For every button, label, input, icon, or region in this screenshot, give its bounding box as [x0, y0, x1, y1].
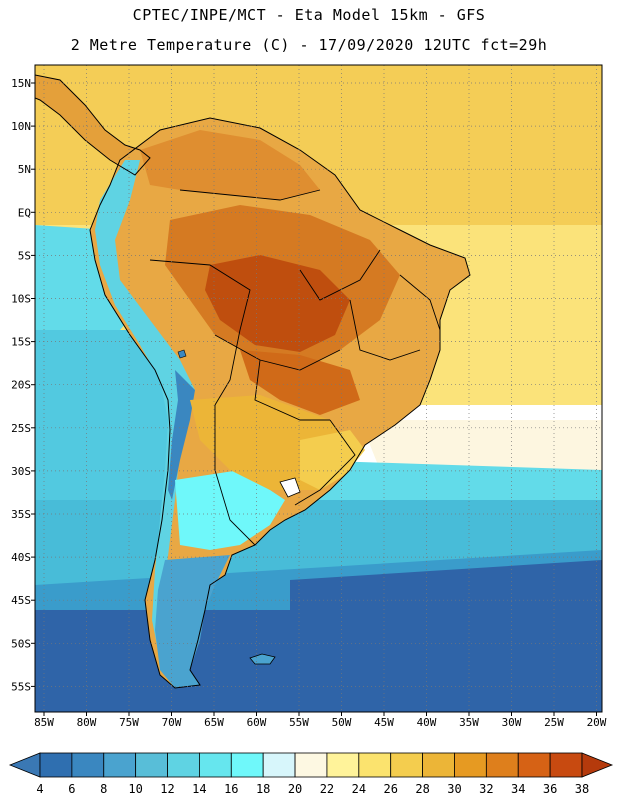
lon-label: 30W — [502, 716, 522, 729]
lat-label: 5S — [18, 249, 31, 262]
longitude-axis: 85W 80W 75W 70W 65W 60W 55W 50W 45W 40W 35W 30W 25W 2… — [34, 712, 607, 729]
northern-sa-warm — [140, 130, 320, 200]
colorbar-label: 4 — [36, 782, 43, 796]
country-borders — [149, 189, 441, 546]
colorbar-swatch — [230, 752, 264, 778]
lat-label: EQ — [18, 206, 31, 219]
south-brazil-warm-land — [300, 430, 365, 490]
lon-label: 20W — [587, 716, 607, 729]
lon-label: 50W — [332, 716, 352, 729]
andes-high-cold — [168, 370, 195, 500]
coastline — [89, 117, 471, 689]
lat-label: 30S — [11, 465, 31, 478]
lat-label: 40S — [11, 551, 31, 564]
lon-label: 35W — [459, 716, 479, 729]
argentina-mild-land — [175, 470, 285, 550]
colorbar-label: 14 — [192, 782, 206, 796]
colorbar-swatch — [103, 752, 137, 778]
patagonia-cool-land — [155, 555, 230, 688]
latitude-axis: 15N 10N 5N EQ 5S 10S 15S 20S 25S 30S 35S 40S 45S 50S 5… — [11, 77, 35, 693]
laguna-mirim — [279, 477, 301, 498]
lon-label: 85W — [34, 716, 54, 729]
colorbar-arrow-high — [581, 752, 614, 778]
andes-cordillera — [95, 160, 195, 660]
colorbar-swatch — [549, 752, 583, 778]
ocean-cream-band — [360, 420, 602, 470]
colorbar-label: 6 — [68, 782, 75, 796]
central-america-land — [35, 75, 150, 175]
colorbar-swatch — [262, 752, 296, 778]
colorbar-swatch — [517, 752, 551, 778]
lat-label: 20S — [11, 379, 31, 392]
colorbar-label: 32 — [479, 782, 493, 796]
lat-label: 25S — [11, 422, 31, 435]
lat-label: 50S — [11, 637, 31, 650]
lon-label: 70W — [162, 716, 182, 729]
lon-label: 45W — [374, 716, 394, 729]
colorbar-label: 18 — [256, 782, 270, 796]
lat-label: 15N — [11, 77, 31, 90]
lon-label: 40W — [417, 716, 437, 729]
central-brazil-very-hot — [205, 255, 350, 352]
colorbar-label: 8 — [100, 782, 107, 796]
map-frame — [34, 64, 603, 713]
colorbar-swatch — [454, 752, 487, 778]
central-america-coast — [35, 74, 151, 176]
lat-label: 15S — [11, 336, 31, 349]
colorbar-label: 22 — [320, 782, 334, 796]
lat-label: 45S — [11, 594, 31, 607]
colorbar-swatch — [326, 752, 360, 778]
lake-titicaca — [177, 349, 187, 359]
colorbar-label: 34 — [511, 782, 525, 796]
mato-grosso-hot — [240, 350, 360, 415]
lat-label: 35S — [11, 508, 31, 521]
lat-label: 10N — [11, 120, 31, 133]
colorbar-swatch — [294, 752, 328, 778]
colorbar-label: 38 — [575, 782, 589, 796]
lon-label: 75W — [119, 716, 139, 729]
colorbar-swatch — [485, 752, 519, 778]
colorbar-label: 30 — [447, 782, 461, 796]
map-title-line1: CPTEC/INPE/MCT - Eta Model 15km - GFS — [132, 6, 486, 24]
colorbar-label: 10 — [128, 782, 142, 796]
colorbar-swatch — [135, 752, 168, 778]
colorbar-label: 24 — [352, 782, 366, 796]
colorbar-swatch — [390, 752, 423, 778]
lon-label: 25W — [544, 716, 564, 729]
lon-label: 55W — [289, 716, 309, 729]
colorbar-swatch — [199, 752, 232, 778]
ocean-mid-band — [35, 330, 170, 500]
lon-label: 80W — [77, 716, 97, 729]
map-title-line2: 2 Metre Temperature (C) - 17/09/2020 12U… — [70, 36, 548, 54]
lat-label: 55S — [11, 680, 31, 693]
colorbar-swatch — [358, 752, 392, 778]
colorbar-swatch — [71, 752, 105, 778]
lat-label: 5N — [18, 163, 31, 176]
colorbar-arrow-low — [8, 752, 41, 778]
temperature-colorbar: 4 6 8 10 12 14 16 18 20 22 24 26 28 30 32 34 36 38 — [8, 752, 614, 796]
ocean-cold-atlantic — [290, 560, 602, 712]
map-gridlines — [35, 65, 602, 712]
map-plot-area — [35, 65, 602, 712]
lon-label: 65W — [204, 716, 224, 729]
colorbar-label: 28 — [415, 782, 429, 796]
lon-label: 60W — [247, 716, 267, 729]
colorbar-label: 36 — [543, 782, 557, 796]
colorbar-swatch — [167, 752, 200, 778]
colorbar-label: 26 — [383, 782, 397, 796]
lat-label: 10S — [11, 293, 31, 306]
colorbar-label: 20 — [288, 782, 302, 796]
colorbar-label: 16 — [224, 782, 238, 796]
colorbar-swatch — [422, 752, 455, 778]
colorbar-label: 12 — [160, 782, 174, 796]
colorbar-swatch — [39, 752, 73, 778]
